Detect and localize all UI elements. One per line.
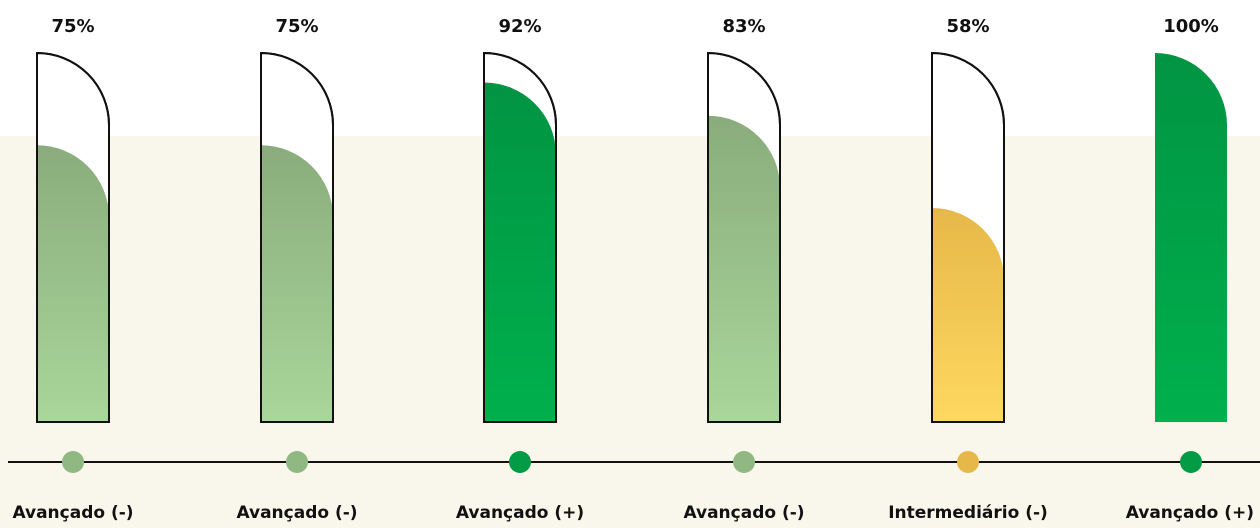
level-marker-3	[509, 451, 531, 473]
bar-fill-1	[37, 145, 109, 422]
level-marker-4	[733, 451, 755, 473]
level-marker-5	[957, 451, 979, 473]
category-label-4: Avançado (-)	[683, 503, 804, 523]
category-label-5: Intermediário (-)	[888, 503, 1048, 523]
bar-border-3	[483, 51, 557, 423]
bar-border-4	[707, 51, 781, 423]
value-label-1: 75%	[51, 16, 94, 37]
category-label-3: Avançado (+)	[456, 503, 584, 523]
category-label-1: Avançado (-)	[12, 503, 133, 523]
bars-layer	[36, 51, 1227, 423]
bar-fill-2	[261, 145, 333, 422]
bar-fill-4	[708, 115, 780, 422]
labels-layer: 75% Avançado (-) 75% Avançado (-) 92% Avançad…	[12, 16, 1254, 523]
category-label-2: Avançado (-)	[236, 503, 357, 523]
bar-fill-6	[1155, 53, 1227, 422]
value-label-2: 75%	[275, 16, 318, 37]
markers-layer	[62, 451, 1202, 473]
category-label-6: Avançado (+)	[1126, 503, 1254, 523]
value-label-4: 83%	[722, 16, 765, 37]
value-label-3: 92%	[498, 16, 541, 37]
level-marker-1	[62, 451, 84, 473]
bar-border-1	[36, 51, 110, 423]
level-marker-6	[1180, 451, 1202, 473]
value-label-6: 100%	[1163, 16, 1219, 37]
bar-border-5	[931, 51, 1005, 423]
level-marker-2	[286, 451, 308, 473]
bar-border-2	[260, 51, 334, 423]
value-label-5: 58%	[946, 16, 989, 37]
bar-fill-3	[484, 82, 556, 423]
bar-fill-5	[932, 207, 1004, 422]
